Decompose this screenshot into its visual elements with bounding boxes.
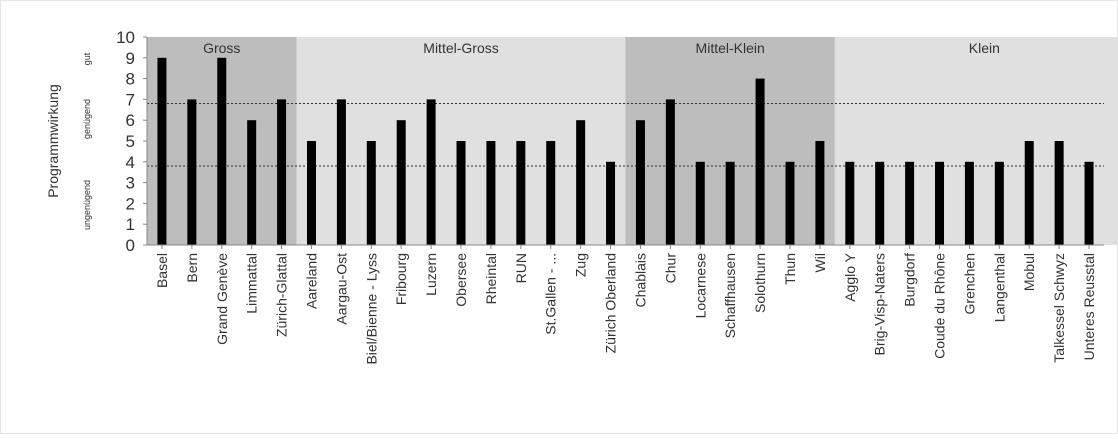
bar <box>277 99 287 246</box>
x-tick-label: Schaffhausen <box>722 253 738 338</box>
x-tick-label: Fribourg <box>393 253 409 305</box>
bar <box>217 57 227 245</box>
x-tick-label: St.Gallen - ... <box>543 253 559 335</box>
bar <box>635 120 645 245</box>
x-tick-label: Unteres Reusstal <box>1081 253 1097 360</box>
bar <box>1024 141 1034 245</box>
bar <box>486 141 496 245</box>
bar <box>187 99 197 246</box>
bar <box>366 141 376 245</box>
x-tick-label: Zürich Oberland <box>603 253 619 353</box>
bar <box>1054 141 1064 245</box>
group-label: Klein <box>969 40 1000 56</box>
x-tick-label: Burgdorf <box>902 253 918 307</box>
y-tick-label: 6 <box>126 111 135 130</box>
bar <box>935 161 945 245</box>
x-tick-label: Langenthal <box>991 253 1007 322</box>
y-tick-label: 0 <box>126 236 135 255</box>
x-ticks: Basel Bern Grand Genève Limmattal Zürich-Gla… <box>154 245 1097 365</box>
x-tick-label: Thun <box>782 253 798 285</box>
x-tick-label: Brig-Visp-Naters <box>872 253 888 355</box>
rating-label-ungenuegend: ungenügend <box>82 180 92 230</box>
bar <box>336 99 346 246</box>
bar <box>875 161 885 245</box>
bar <box>905 161 915 245</box>
y-axis-title: Programmwirkung <box>45 84 61 198</box>
x-tick-label: Rheintal <box>483 253 499 304</box>
bar <box>546 141 556 245</box>
y-tick-label: 10 <box>116 28 135 47</box>
bar <box>845 161 855 245</box>
x-tick-label: Zürich-Glattal <box>274 253 290 337</box>
x-tick-label: Limmattal <box>244 253 260 314</box>
bar <box>725 161 735 245</box>
bars <box>157 57 1094 246</box>
x-tick-label: Aargau-Ost <box>333 253 349 325</box>
bar <box>755 78 765 245</box>
bar <box>606 161 616 245</box>
group-bands: Gross Mittel-Gross Mittel-Klein Klein <box>147 37 1118 245</box>
x-tick-label: Coude du Rhône <box>932 253 948 359</box>
bar <box>665 99 675 246</box>
y-tick-label: 1 <box>126 215 135 234</box>
bar <box>815 141 825 245</box>
threshold-lines <box>147 103 1104 167</box>
bar <box>247 120 257 245</box>
x-tick-label: Chur <box>662 253 678 284</box>
y-tick-label: 7 <box>126 90 135 109</box>
group-label: Gross <box>203 40 240 56</box>
bar <box>306 141 316 245</box>
x-tick-label: Agglo Y <box>842 252 858 301</box>
x-tick-label: Talkessel Schwyz <box>1051 253 1067 363</box>
group-label: Mittel-Klein <box>696 40 765 56</box>
x-tick-label: Obersee <box>453 253 469 307</box>
x-tick-label: Wil <box>812 253 828 272</box>
x-tick-label: Zug <box>573 253 589 277</box>
x-tick-label: Mobul <box>1021 253 1037 291</box>
x-tick-label: RUN <box>513 253 529 283</box>
x-tick-label: Luzern <box>423 253 439 296</box>
x-tick-label: Biel/Bienne - Lyss <box>363 253 379 365</box>
y-tick-label: 3 <box>126 174 135 193</box>
bar <box>785 161 795 245</box>
y-tick-label: 8 <box>126 70 135 89</box>
x-tick-label: Basel <box>154 253 170 288</box>
rating-label-gut: gut <box>82 52 92 65</box>
bar <box>516 141 526 245</box>
bar <box>1084 161 1094 245</box>
x-tick-label: Locarnese <box>692 253 708 319</box>
y-tick-label: 4 <box>126 153 135 172</box>
bar <box>994 161 1004 245</box>
x-tick-label: Grand Genève <box>214 253 230 345</box>
x-tick-label: Solothurn <box>752 253 768 313</box>
y-tick-label: 2 <box>126 194 135 213</box>
bar <box>964 161 974 245</box>
bar <box>576 120 586 245</box>
y-tick-label: 9 <box>126 49 135 68</box>
x-tick-label: Chablais <box>632 253 648 307</box>
bar <box>456 141 466 245</box>
x-tick-label: Aareland <box>303 253 319 309</box>
y-tick-label: 5 <box>126 132 135 151</box>
bar <box>157 57 167 245</box>
x-tick-label: Bern <box>184 253 200 283</box>
x-tick-label: Grenchen <box>961 253 977 314</box>
rating-label-genuegend: genügend <box>82 99 92 139</box>
group-label: Mittel-Gross <box>423 40 498 56</box>
bar <box>426 99 436 246</box>
bar <box>396 120 406 245</box>
bar <box>695 161 705 245</box>
